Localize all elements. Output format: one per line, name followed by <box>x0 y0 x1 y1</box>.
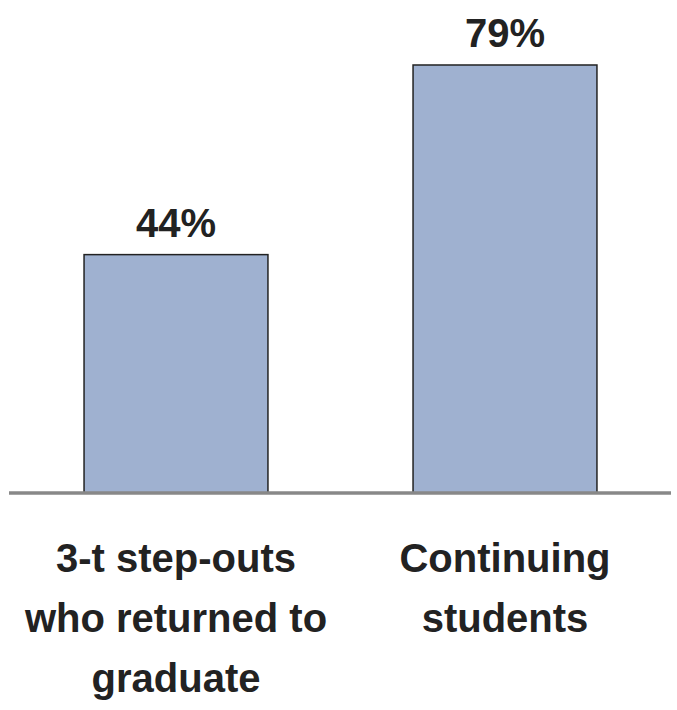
category-label: 3-t step-outswho returned tograduate <box>24 536 327 700</box>
bar <box>84 255 268 493</box>
x-axis-line <box>9 491 671 495</box>
category-label: Continuingstudents <box>399 536 610 640</box>
chart-svg: 44% 79% 3-t step-outswho returned togradua… <box>0 0 677 710</box>
data-label: 44% <box>136 201 216 245</box>
bar <box>413 65 597 493</box>
bars <box>84 65 597 493</box>
data-label: 79% <box>465 11 545 55</box>
chart: 44% 79% 3-t step-outswho returned togradua… <box>0 0 677 710</box>
